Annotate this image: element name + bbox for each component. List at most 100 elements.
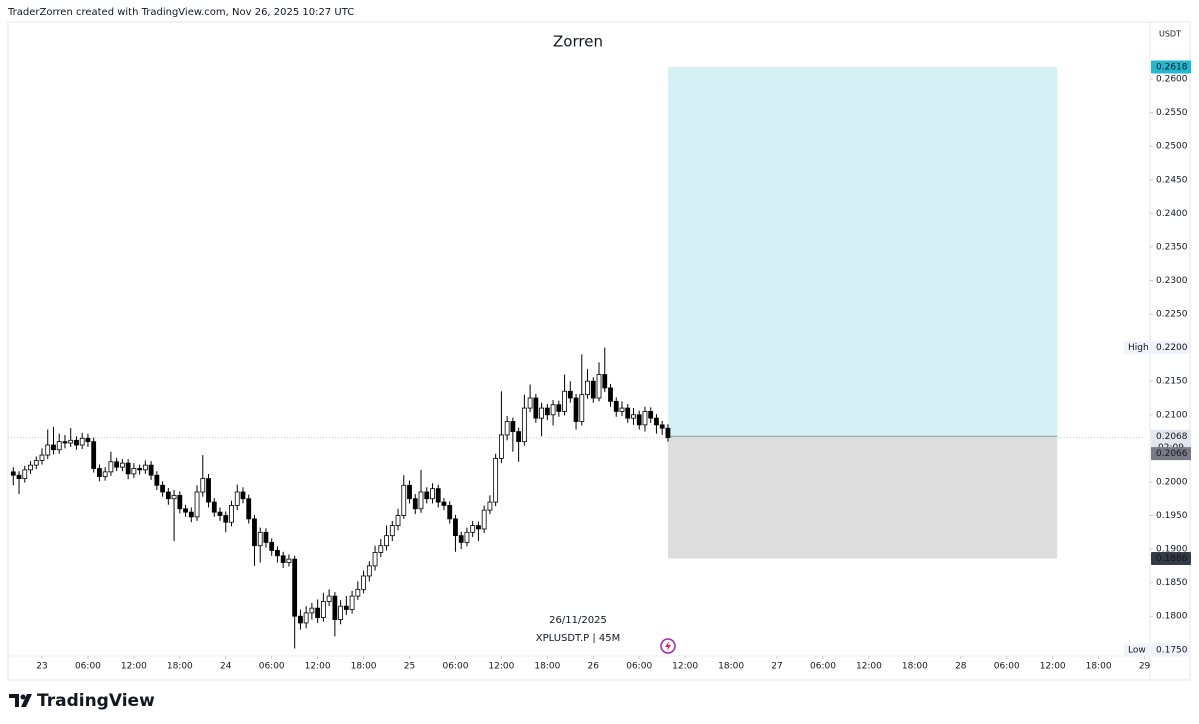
candle-body xyxy=(619,407,625,412)
candle-body xyxy=(665,427,671,439)
candle-body xyxy=(556,404,562,412)
candle-body xyxy=(28,464,33,471)
alert-icon-bolt xyxy=(665,641,671,651)
candle-body xyxy=(550,404,556,416)
y-tick-label: 0.2600 xyxy=(1156,75,1188,85)
candle-body xyxy=(567,390,573,399)
candle-body xyxy=(441,501,447,506)
candle-body xyxy=(194,491,200,518)
candle-body xyxy=(527,397,533,409)
symbol-label: XPLUSDT.P | 45M xyxy=(536,633,621,644)
candle-body xyxy=(211,501,217,513)
candle-body xyxy=(200,478,206,493)
entry-label: 0.2068 xyxy=(1156,432,1188,442)
candle-body xyxy=(142,464,148,471)
candle-body xyxy=(458,535,464,543)
watermark: TraderZorren created with TradingView.co… xyxy=(7,7,354,18)
entry-label-box xyxy=(1151,429,1191,443)
candle-body xyxy=(516,431,522,443)
x-tick-label: 06:00 xyxy=(626,662,652,672)
candle-body xyxy=(378,545,384,553)
candle-body xyxy=(108,461,114,473)
candle-body xyxy=(642,411,648,426)
candle-body xyxy=(85,437,91,443)
x-tick-label: 12:00 xyxy=(856,662,882,672)
x-tick-label: 18:00 xyxy=(1086,662,1112,672)
candle-body xyxy=(596,374,602,399)
candle-body xyxy=(579,394,585,422)
candle-body xyxy=(389,525,395,537)
candle-body xyxy=(91,441,97,469)
candle-body xyxy=(183,508,188,513)
x-tick-label: 06:00 xyxy=(994,662,1020,672)
x-tick-label: 24 xyxy=(220,662,232,672)
candle-body xyxy=(10,471,16,476)
candle-body xyxy=(263,531,269,543)
candle-body xyxy=(246,498,252,520)
candle-body xyxy=(481,509,487,530)
last-price-box xyxy=(1151,447,1191,461)
x-tick-label: 26 xyxy=(588,662,600,672)
candle-body xyxy=(361,575,366,590)
x-tick-label: 28 xyxy=(955,662,967,672)
candle-body xyxy=(16,474,22,479)
date-label: 26/11/2025 xyxy=(549,615,607,626)
loss-zone xyxy=(667,436,1058,559)
candle-body xyxy=(625,407,631,419)
alert-icon-ring xyxy=(660,638,676,654)
candle-body xyxy=(544,407,550,416)
candle-body xyxy=(309,607,315,614)
x-tick-label: 06:00 xyxy=(75,662,101,672)
brand-logo: TradingView xyxy=(9,691,155,711)
candle-body xyxy=(252,518,257,547)
y-tick-label: 0.2250 xyxy=(1156,310,1188,320)
brand-name: TradingView xyxy=(37,691,155,711)
stop-label-box xyxy=(1151,551,1191,565)
candle-body xyxy=(315,607,321,618)
x-tick-label: 25 xyxy=(404,662,415,672)
candle-body xyxy=(119,462,125,468)
candle-body xyxy=(418,491,424,510)
logo-mark xyxy=(9,694,19,707)
x-tick-label: 18:00 xyxy=(902,662,928,672)
candle-body xyxy=(435,488,441,503)
y-tick-label: 0.2100 xyxy=(1156,410,1188,420)
candle-body xyxy=(608,387,613,402)
candle-body xyxy=(636,414,642,426)
candle-body xyxy=(154,474,160,486)
candle-body xyxy=(39,454,45,461)
candle-body xyxy=(343,605,349,610)
x-tick-label: 06:00 xyxy=(259,662,285,672)
target-label: 0.2618 xyxy=(1156,62,1188,72)
candle-body xyxy=(160,484,165,493)
x-tick-label: 12:00 xyxy=(488,662,514,672)
y-tick-label: 0.2150 xyxy=(1156,377,1188,387)
candle-body xyxy=(395,515,401,526)
x-tick-label: 06:00 xyxy=(442,662,468,672)
low-marker-value: 0.1750 xyxy=(1156,645,1188,655)
candle-body xyxy=(401,484,407,516)
candle-body xyxy=(114,461,120,468)
candle-body xyxy=(171,494,177,500)
candle-body xyxy=(206,478,211,503)
low-marker-box xyxy=(1124,643,1191,657)
x-tick-label: 18:00 xyxy=(167,662,193,672)
candle-body xyxy=(504,421,510,436)
candle-body xyxy=(447,505,453,520)
candle-body xyxy=(125,462,131,475)
candle-body xyxy=(33,460,39,466)
candle-body xyxy=(384,535,389,547)
candle-body xyxy=(275,550,280,557)
candle-body xyxy=(217,511,223,516)
candle-body xyxy=(320,601,326,618)
candle-body xyxy=(229,505,234,523)
candle-body xyxy=(74,439,79,446)
candle-body xyxy=(303,612,309,624)
candle-body xyxy=(590,380,596,399)
candle-body xyxy=(269,541,275,551)
candle-body xyxy=(131,468,137,475)
candle-body xyxy=(148,464,154,476)
candle-body xyxy=(298,615,303,624)
x-tick-label: 27 xyxy=(771,662,782,672)
candle-body xyxy=(562,390,567,412)
